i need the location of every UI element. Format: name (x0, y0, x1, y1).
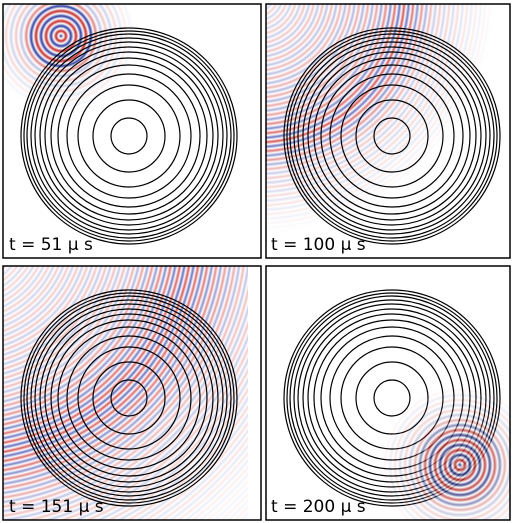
panel: t = 100 μ s (265, 3, 511, 259)
panel: t = 151 μ s (2, 265, 262, 521)
time-label: t = 51 μ s (9, 235, 93, 255)
panel-frame (265, 265, 511, 521)
time-label: t = 100 μ s (271, 235, 366, 255)
panel-frame (2, 265, 262, 521)
time-label: t = 200 μ s (271, 497, 366, 517)
panel: t = 200 μ s (265, 265, 511, 521)
panel-frame (2, 3, 262, 259)
panel-frame (265, 3, 511, 259)
panel: t = 51 μ s (2, 3, 262, 259)
time-label: t = 151 μ s (9, 497, 104, 517)
wave-field (266, 266, 511, 520)
